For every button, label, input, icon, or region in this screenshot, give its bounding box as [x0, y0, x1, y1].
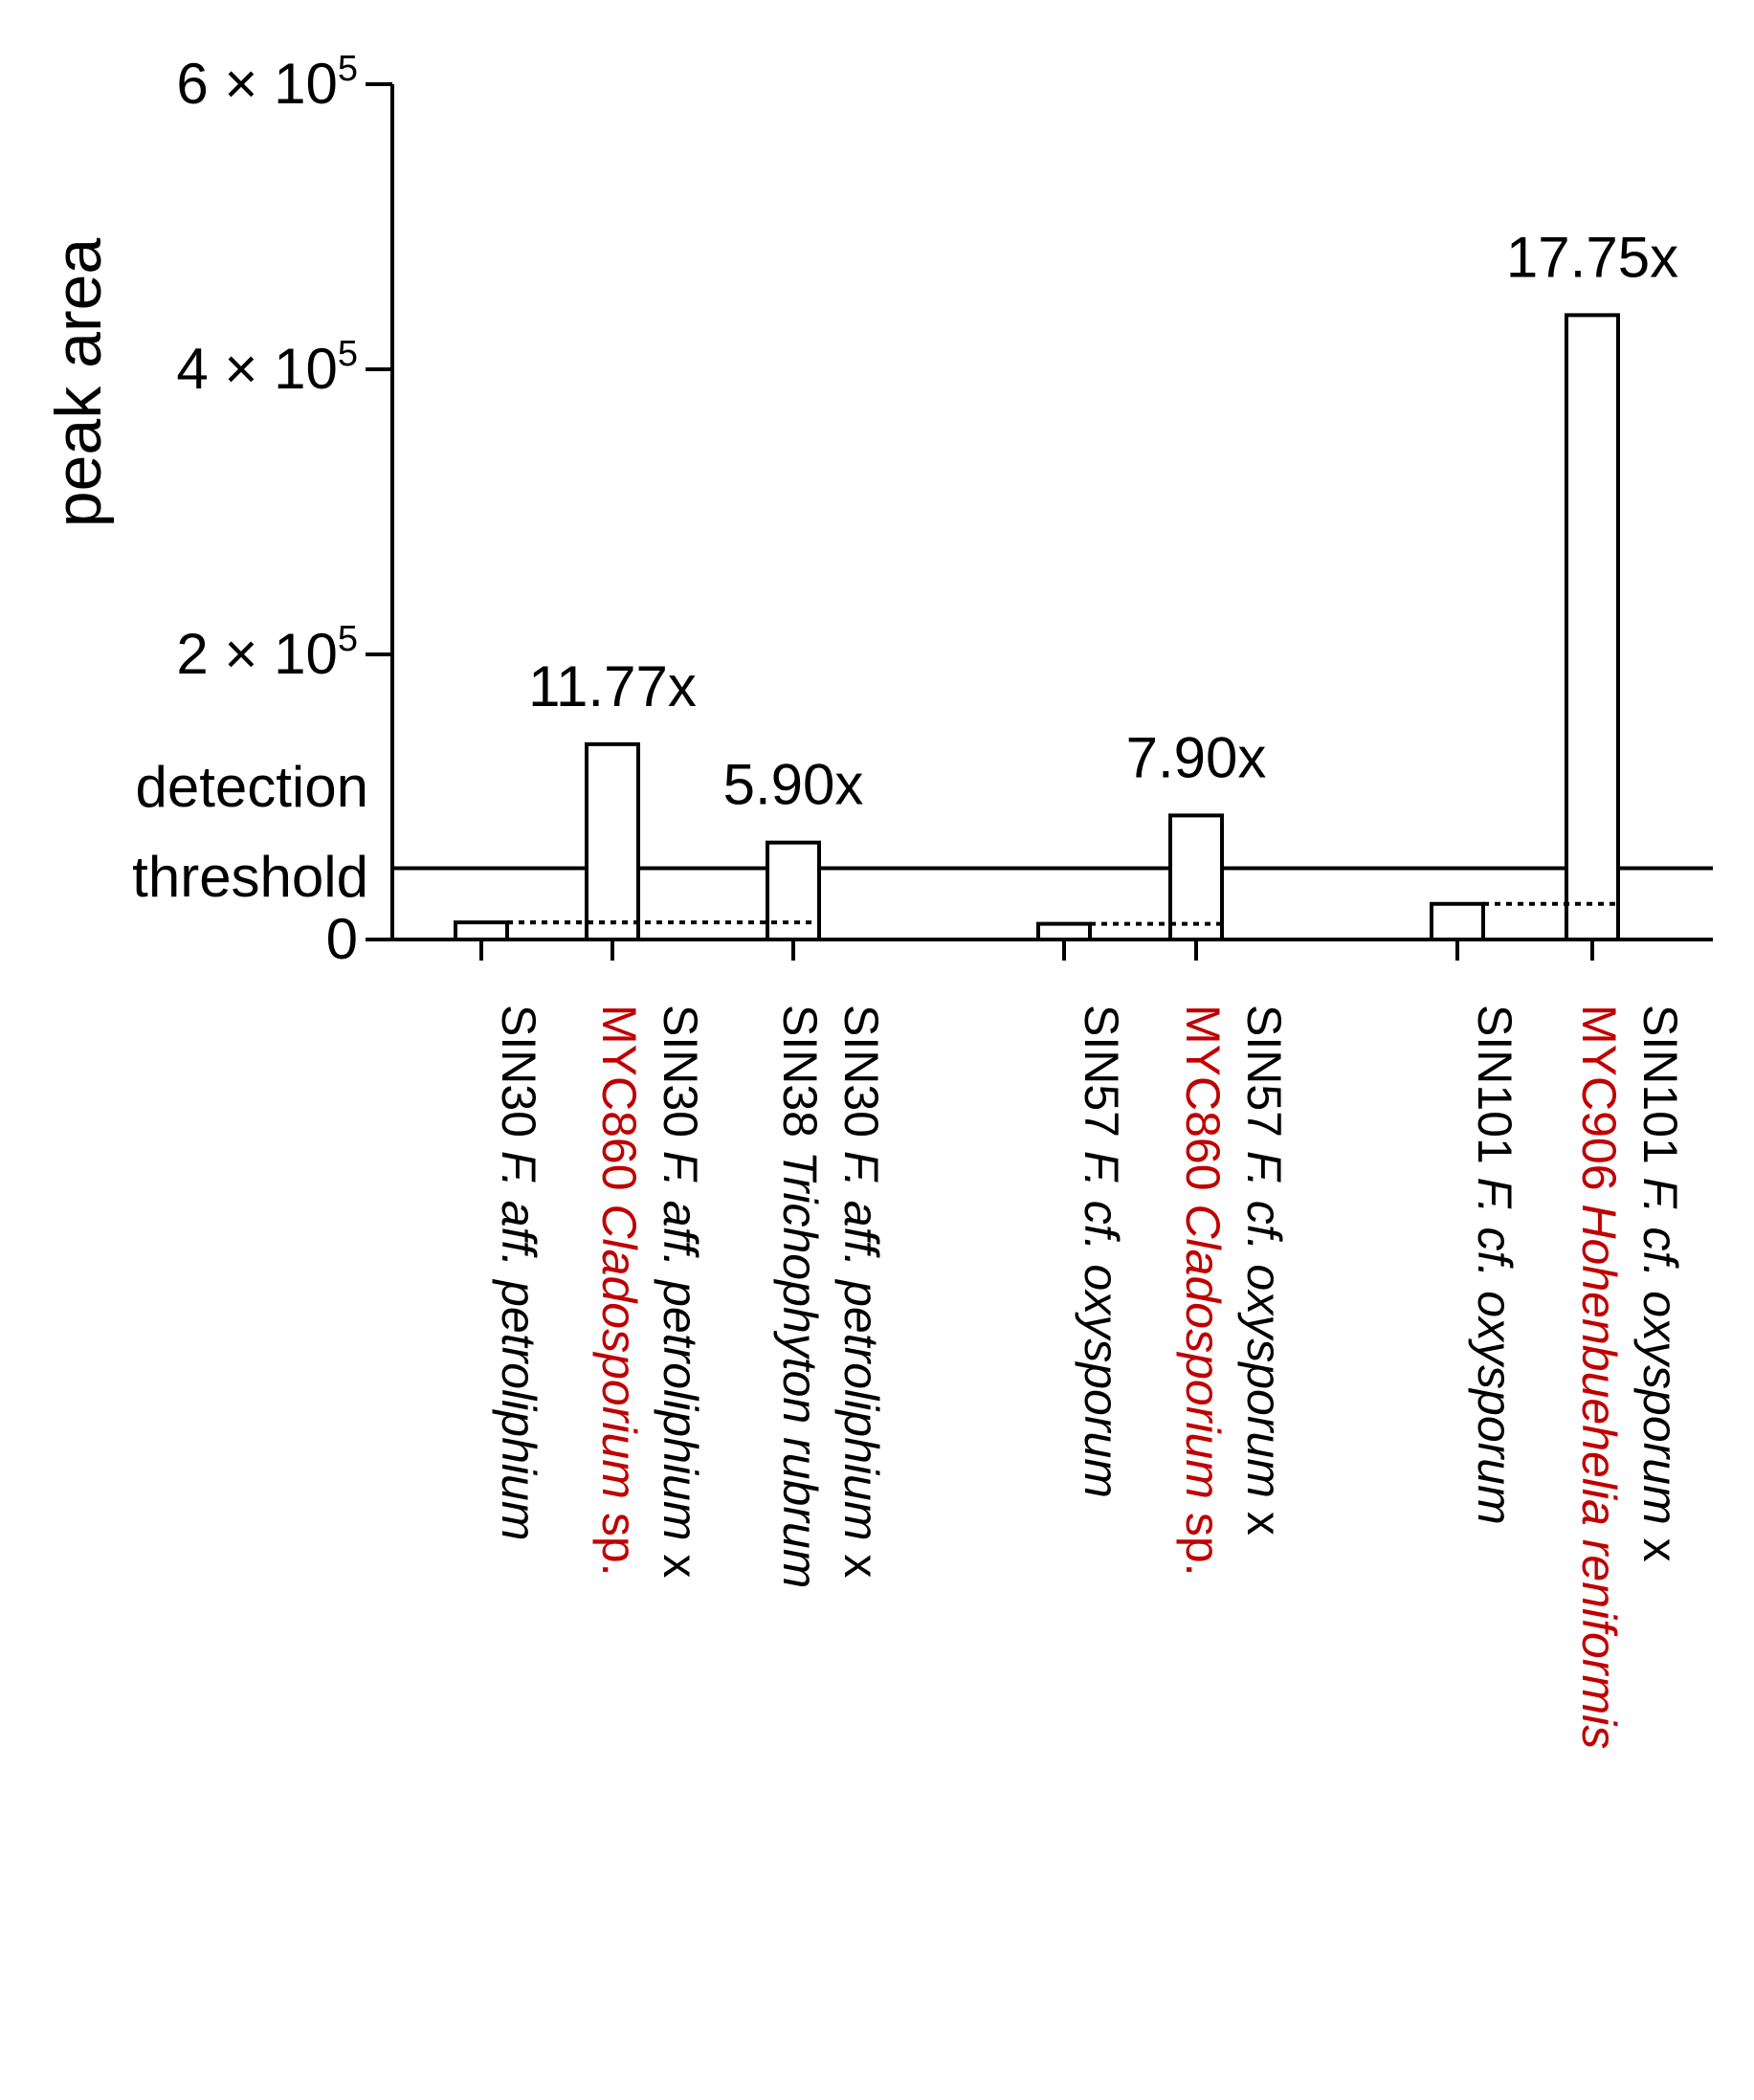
- bar: [766, 840, 821, 941]
- y-tick-label: 0: [326, 907, 358, 971]
- bar: [1565, 313, 1620, 941]
- category-label: SIN57 F. cf. oxysporum x: [1237, 1005, 1291, 1536]
- category-label: SIN101 F. cf. oxysporum: [1468, 1005, 1521, 1525]
- bar: [1036, 921, 1092, 941]
- category-label-partner: MYC860 Cladosporium sp.: [592, 1005, 646, 1577]
- fold-change-label: 17.75x: [1506, 225, 1678, 289]
- bar: [585, 741, 640, 941]
- category-label: SIN57 F. cf. oxysporum: [1075, 1005, 1128, 1498]
- category-label-partner: MYC906 Hohenbuehelia reniformis: [1572, 1005, 1626, 1749]
- bar: [1430, 901, 1485, 941]
- y-tick-label: 4 × 105: [176, 334, 358, 401]
- fold-change-label: 11.77x: [528, 654, 697, 718]
- bar: [1168, 813, 1224, 941]
- category-label: SIN30 F. aff. petroliphium x: [654, 1005, 707, 1578]
- y-tick-label: 6 × 105: [176, 49, 358, 116]
- y-tick-label: 2 × 105: [176, 619, 358, 686]
- y-axis-title: peak area: [42, 238, 115, 528]
- fold-change-label: 7.90x: [1126, 725, 1267, 789]
- category-label: SIN30 F. aff. petroliphium: [492, 1005, 545, 1540]
- category-label-partner: SIN38 Trichophyton rubrum: [773, 1005, 827, 1588]
- category-label: SIN30 F. aff. petroliphium x: [834, 1005, 888, 1578]
- plot-area: 0 2 × 105 4 × 105 6 × 105 11.77x 5.90x 7.90x 17…: [176, 49, 1713, 1749]
- threshold-label-line1: detection: [135, 755, 368, 819]
- fold-change-label: 5.90x: [723, 753, 864, 817]
- category-label: SIN101 F. cf. oxysporum x: [1633, 1005, 1687, 1562]
- threshold-label-line2: threshold: [132, 845, 368, 909]
- category-label-partner: MYC860 Cladosporium sp.: [1176, 1005, 1230, 1577]
- bar: [454, 920, 509, 941]
